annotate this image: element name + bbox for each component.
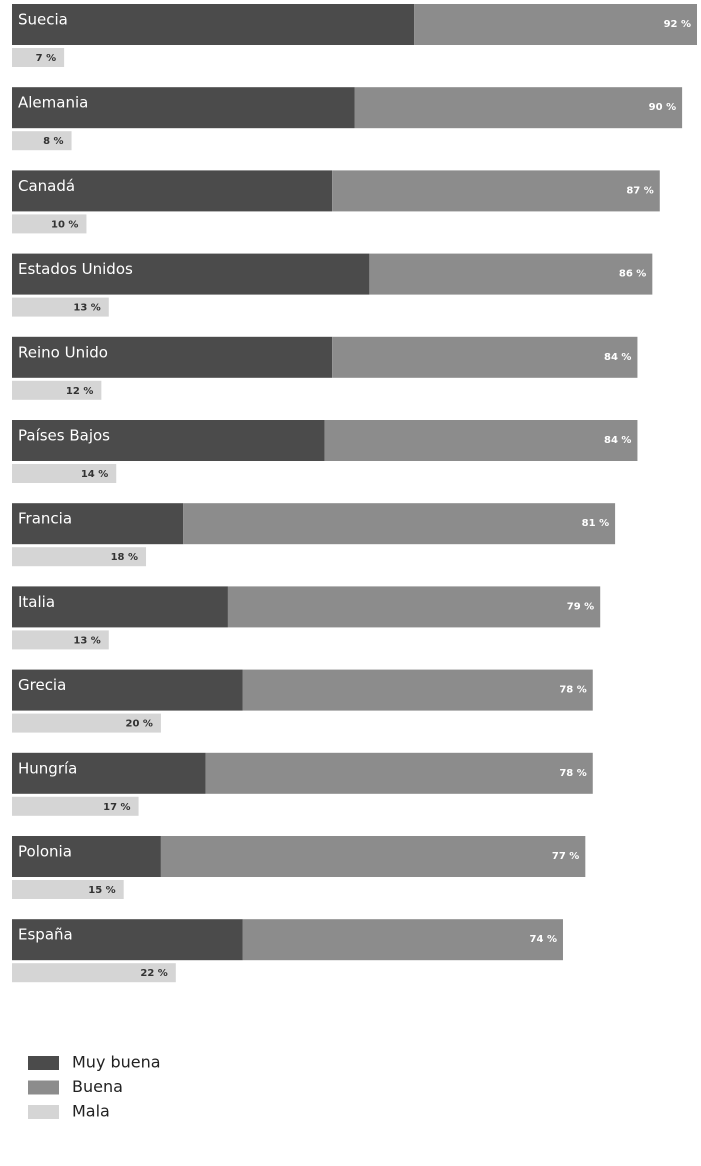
legend-swatch <box>28 1080 59 1095</box>
value-label: 17 % <box>103 802 130 813</box>
bar <box>12 464 117 483</box>
category-label: Polonia <box>18 843 72 861</box>
value-label: 18 % <box>111 552 138 563</box>
category-label: Canadá <box>18 177 75 195</box>
total-label: 78 % <box>559 768 586 779</box>
value-label: 14 % <box>81 469 108 480</box>
category-label: Países Bajos <box>18 427 110 445</box>
bar-segment <box>242 669 593 711</box>
value-label: 22 % <box>140 968 167 979</box>
total-label: 78 % <box>559 685 586 696</box>
total-label: 81 % <box>582 518 609 529</box>
category-label: Francia <box>18 510 72 528</box>
value-label: 20 % <box>125 719 152 730</box>
value-label: 12 % <box>66 386 93 397</box>
bar-segment <box>12 420 325 461</box>
bar-segment <box>12 253 370 295</box>
total-label: 74 % <box>530 934 557 945</box>
value-label: 8 % <box>43 136 63 147</box>
legend-swatch <box>28 1105 59 1119</box>
value-label: 13 % <box>73 303 100 314</box>
category-label: Italia <box>18 593 55 611</box>
total-label: 84 % <box>604 352 631 363</box>
category-label: Alemania <box>18 94 88 112</box>
value-label: 7 % <box>36 53 56 64</box>
total-label: 79 % <box>567 601 594 612</box>
category-label: Suecia <box>18 11 68 29</box>
bar <box>12 297 109 317</box>
category-label: Reino Unido <box>18 343 108 361</box>
value-label: 10 % <box>51 219 78 230</box>
category-label: Grecia <box>18 676 66 694</box>
total-label: 86 % <box>619 269 646 280</box>
bar-segment <box>12 586 228 628</box>
category-label: España <box>18 926 73 944</box>
total-label: 77 % <box>552 851 579 862</box>
category-label: Hungría <box>18 759 77 777</box>
bar <box>12 796 139 816</box>
bar-segment <box>12 87 355 129</box>
bar-segment <box>12 752 206 794</box>
bar-segment <box>354 87 683 129</box>
bar-segment <box>332 170 660 212</box>
bar-segment <box>324 420 638 461</box>
bar-segment <box>369 253 653 295</box>
total-label: 92 % <box>664 19 691 30</box>
bar <box>12 48 65 67</box>
bar-segment <box>205 752 593 794</box>
bar-segment <box>12 669 243 711</box>
bar-segment <box>332 336 638 378</box>
bar-segment <box>227 586 601 628</box>
bar-segment <box>12 170 333 212</box>
bar <box>12 214 87 234</box>
legend-label: Mala <box>72 1102 110 1121</box>
bar <box>12 713 161 733</box>
bar <box>12 630 109 650</box>
bar-segment <box>12 836 161 877</box>
category-label: Estados Unidos <box>18 260 133 278</box>
legend-swatch <box>28 1056 59 1070</box>
legend-label: Buena <box>72 1077 123 1096</box>
bar <box>12 880 124 899</box>
bar-segment <box>414 4 697 45</box>
bar-segment <box>160 836 586 877</box>
total-label: 84 % <box>604 435 631 446</box>
value-label: 15 % <box>88 885 115 896</box>
value-label: 13 % <box>73 635 100 646</box>
total-label: 90 % <box>649 102 676 113</box>
bar <box>12 380 102 400</box>
bar-segment <box>12 919 243 961</box>
bar-segment <box>12 503 184 545</box>
bar-segment <box>183 503 616 545</box>
bar-segment <box>12 4 415 45</box>
legend-label: Muy buena <box>72 1053 161 1072</box>
bar-segment <box>12 336 333 378</box>
bar-segment <box>242 919 563 961</box>
bar <box>12 963 176 983</box>
bar <box>12 547 147 567</box>
bar <box>12 131 72 151</box>
total-label: 87 % <box>626 185 653 196</box>
